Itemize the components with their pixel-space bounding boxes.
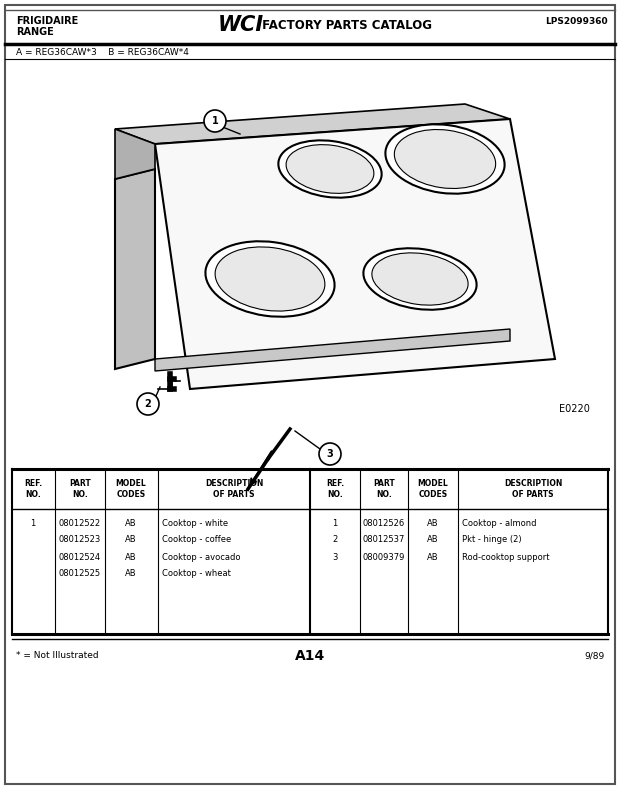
Text: WCI: WCI — [218, 15, 264, 35]
Text: 2: 2 — [144, 399, 151, 409]
Ellipse shape — [372, 252, 468, 305]
Text: AB: AB — [427, 536, 439, 544]
Text: PART
NO.: PART NO. — [373, 479, 395, 499]
Text: * = Not Illustrated: * = Not Illustrated — [16, 652, 99, 660]
Text: AB: AB — [427, 518, 439, 528]
Text: 08012523: 08012523 — [59, 536, 101, 544]
Polygon shape — [115, 129, 155, 179]
Ellipse shape — [363, 249, 477, 310]
Text: AB: AB — [125, 518, 137, 528]
Ellipse shape — [394, 129, 495, 189]
Text: AB: AB — [427, 552, 439, 562]
Text: PART
NO.: PART NO. — [69, 479, 91, 499]
Ellipse shape — [215, 247, 325, 311]
Polygon shape — [115, 104, 510, 144]
Circle shape — [319, 443, 341, 465]
Text: Pkt - hinge (2): Pkt - hinge (2) — [462, 536, 521, 544]
Ellipse shape — [286, 144, 374, 193]
Text: AB: AB — [125, 570, 137, 578]
Polygon shape — [155, 119, 555, 389]
Text: Cooktop - coffee: Cooktop - coffee — [162, 536, 231, 544]
Text: MODEL
CODES: MODEL CODES — [418, 479, 448, 499]
Text: E0220: E0220 — [559, 404, 590, 414]
Text: AB: AB — [125, 536, 137, 544]
Circle shape — [137, 393, 159, 415]
Text: 1: 1 — [211, 116, 218, 126]
Text: Cooktop - almond: Cooktop - almond — [462, 518, 536, 528]
Text: Rod-cooktop support: Rod-cooktop support — [462, 552, 549, 562]
Text: 1: 1 — [332, 518, 338, 528]
Text: 3: 3 — [327, 449, 334, 459]
Circle shape — [204, 110, 226, 132]
Text: LPS2099360: LPS2099360 — [546, 17, 608, 25]
Text: FRIGIDAIRE: FRIGIDAIRE — [16, 16, 78, 26]
Text: 08012525: 08012525 — [59, 570, 101, 578]
Ellipse shape — [278, 140, 382, 198]
Text: AB: AB — [125, 552, 137, 562]
Text: REF.
NO.: REF. NO. — [326, 479, 344, 499]
Text: 08012526: 08012526 — [363, 518, 405, 528]
Text: 08009379: 08009379 — [363, 552, 405, 562]
Text: DESCRIPTION
OF PARTS: DESCRIPTION OF PARTS — [504, 479, 562, 499]
Polygon shape — [115, 169, 155, 369]
Text: Cooktop - wheat: Cooktop - wheat — [162, 570, 231, 578]
Text: FACTORY PARTS CATALOG: FACTORY PARTS CATALOG — [258, 18, 432, 32]
Text: MODEL
CODES: MODEL CODES — [115, 479, 146, 499]
Ellipse shape — [386, 125, 505, 193]
Text: 08012524: 08012524 — [59, 552, 101, 562]
Text: Cooktop - avocado: Cooktop - avocado — [162, 552, 241, 562]
Text: A = REG36CAW*3    B = REG36CAW*4: A = REG36CAW*3 B = REG36CAW*4 — [16, 47, 189, 57]
Text: DESCRIPTION
OF PARTS: DESCRIPTION OF PARTS — [205, 479, 263, 499]
Text: 2: 2 — [332, 536, 338, 544]
Text: REF.
NO.: REF. NO. — [24, 479, 42, 499]
Text: A14: A14 — [295, 649, 325, 663]
Text: 9/89: 9/89 — [585, 652, 605, 660]
Text: RANGE: RANGE — [16, 27, 54, 37]
Ellipse shape — [205, 241, 335, 316]
Text: 08012522: 08012522 — [59, 518, 101, 528]
Text: 08012537: 08012537 — [363, 536, 405, 544]
Text: Cooktop - white: Cooktop - white — [162, 518, 228, 528]
Text: 3: 3 — [332, 552, 338, 562]
Polygon shape — [155, 329, 510, 371]
Text: 1: 1 — [30, 518, 35, 528]
